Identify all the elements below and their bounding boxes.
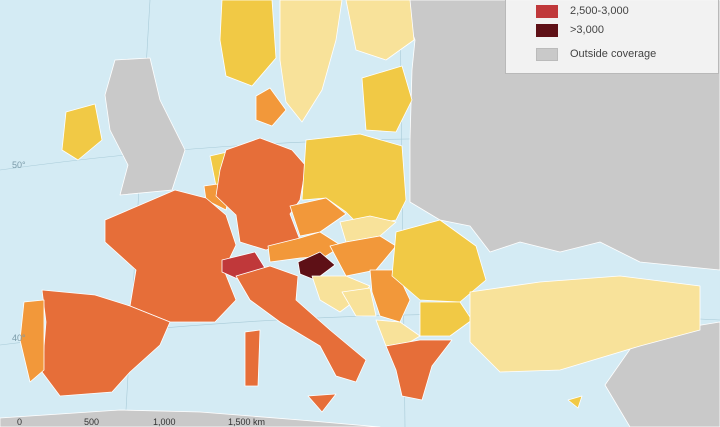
region-france <box>104 189 237 323</box>
latitude-label-40: 40° <box>12 333 26 343</box>
legend-item-over-3000: >3,000 <box>536 22 604 38</box>
region-czechia <box>289 197 347 237</box>
region-cyprus <box>567 395 583 409</box>
legend-swatch <box>536 47 558 61</box>
region-finland <box>345 0 415 61</box>
region-portugal <box>19 299 45 383</box>
region-romania <box>391 219 487 303</box>
legend-label: >3,000 <box>570 24 604 36</box>
region-bulgaria <box>419 301 473 337</box>
region-norway <box>219 0 277 87</box>
region-uk <box>104 57 186 196</box>
region-italy <box>235 265 367 383</box>
legend-swatch <box>536 23 558 37</box>
legend-swatch <box>536 4 558 18</box>
region-slovenia <box>297 251 336 281</box>
region-denmark <box>255 87 287 127</box>
region-sicily <box>307 393 337 413</box>
scale-tick-1500: 1,500 km <box>228 417 266 427</box>
region-macedonia-albania <box>375 319 421 347</box>
region-bosnia <box>341 287 377 317</box>
legend-item-outside-coverage: Outside coverage <box>536 46 656 62</box>
region-ireland <box>61 103 103 161</box>
region-sweden <box>279 0 343 123</box>
region-turkey <box>469 275 701 373</box>
region-sardinia <box>244 329 261 387</box>
scale-tick-500: 500 <box>84 417 100 427</box>
latitude-label-50: 50° <box>12 160 26 170</box>
legend-label: Outside coverage <box>570 48 657 60</box>
region-baltics <box>361 65 413 133</box>
region-outside-africa <box>0 409 381 427</box>
scale-tick-1000: 1,000 <box>153 417 176 427</box>
map-legend: 2,500-3,000 >3,000 Outside coverage <box>505 0 719 74</box>
region-greece <box>385 339 453 401</box>
legend-label: 2,500-3,000 <box>570 5 629 17</box>
legend-item-2500-3000: 2,500-3,000 <box>536 3 629 19</box>
region-slovakia <box>339 215 397 243</box>
scale-tick-0: 0 <box>17 417 23 427</box>
